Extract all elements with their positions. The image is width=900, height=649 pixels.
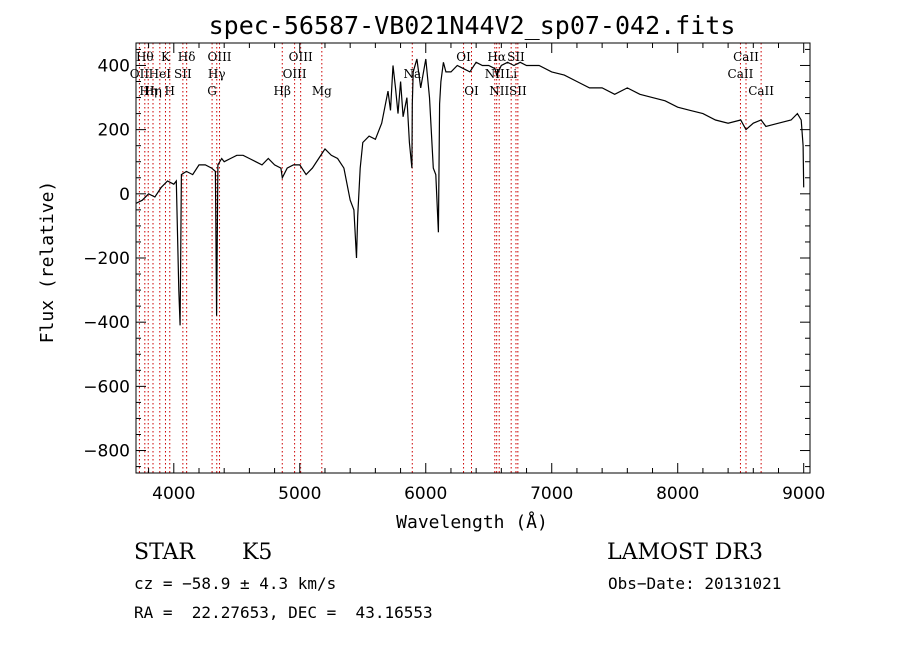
line-marker-label: OIII bbox=[207, 50, 231, 64]
x-tick-label: 4000 bbox=[152, 484, 195, 504]
axis-ticks bbox=[136, 43, 810, 473]
plot-frame bbox=[135, 42, 811, 474]
x-tick-label: 8000 bbox=[656, 484, 699, 504]
x-tick-label: 5000 bbox=[278, 484, 321, 504]
y-tick-label: −200 bbox=[83, 249, 130, 269]
y-tick-label: 0 bbox=[119, 185, 130, 205]
line-marker-label: Hα bbox=[487, 50, 506, 64]
chart-title: spec-56587-VB021N44V2_sp07-042.fits bbox=[209, 11, 736, 40]
object-class: STAR bbox=[134, 540, 195, 565]
line-marker-label: SII bbox=[174, 67, 192, 81]
line-marker-label: Na bbox=[403, 67, 421, 81]
line-marker-label: H bbox=[165, 84, 175, 98]
line-marker-label: SII bbox=[509, 84, 527, 98]
line-marker-label: SII bbox=[507, 50, 525, 64]
line-marker-label: CaII bbox=[748, 84, 774, 98]
observation-date: Obs−Date: 20131021 bbox=[608, 574, 782, 593]
spectrum-chart: spec-56587-VB021N44V2_sp07-042.fits OIIH… bbox=[37, 11, 825, 533]
axis-tick-labels: 4000 5000 6000 7000 8000 9000−800−600−400−200… bbox=[83, 56, 825, 504]
x-tick-label: 7000 bbox=[530, 484, 573, 504]
line-marker-label: Hδ bbox=[178, 50, 196, 64]
line-marker-label: OIII bbox=[283, 67, 307, 81]
y-tick-label: −600 bbox=[83, 377, 130, 397]
line-marker-label: Hη bbox=[144, 84, 162, 98]
line-marker-label: OIII bbox=[289, 50, 313, 64]
line-marker-label: Hγ bbox=[208, 67, 226, 81]
line-marker-label: Hθ bbox=[136, 50, 154, 64]
line-marker-label: CaII bbox=[733, 50, 759, 64]
line-marker-label: NII bbox=[485, 67, 505, 81]
redshift-velocity: cz = −58.9 ± 4.3 km/s bbox=[134, 574, 337, 593]
y-tick-label: 200 bbox=[98, 121, 130, 141]
line-marker-label: G bbox=[207, 84, 217, 98]
line-marker-label: CaII bbox=[728, 67, 754, 81]
x-tick-label: 6000 bbox=[404, 484, 447, 504]
line-marker-label: OI bbox=[464, 84, 479, 98]
line-marker-label: Mg bbox=[312, 84, 332, 98]
y-axis-label: Flux (relative) bbox=[37, 181, 58, 344]
line-marker-label: Hη bbox=[139, 84, 157, 98]
object-subclass: K5 bbox=[242, 540, 273, 565]
line-marker-label: HeI bbox=[149, 67, 172, 81]
line-marker-label: Hβ bbox=[274, 84, 291, 98]
line-marker-label: K bbox=[161, 50, 171, 64]
y-tick-label: 400 bbox=[98, 56, 130, 76]
line-marker-label: OII bbox=[130, 67, 150, 81]
x-tick-label: 9000 bbox=[782, 484, 825, 504]
x-axis-label: Wavelength (Å) bbox=[396, 511, 548, 533]
line-marker-label: Li bbox=[505, 67, 517, 81]
line-marker-label: OI bbox=[456, 50, 471, 64]
coordinates: RA = 22.27653, DEC = 43.16553 bbox=[134, 603, 433, 622]
line-markers bbox=[138, 43, 762, 473]
line-marker-label: NII bbox=[489, 84, 509, 98]
y-tick-label: −400 bbox=[83, 313, 130, 333]
y-tick-label: −800 bbox=[83, 442, 130, 462]
spectrum-line bbox=[135, 58, 805, 326]
survey-name: LAMOST DR3 bbox=[607, 540, 763, 565]
